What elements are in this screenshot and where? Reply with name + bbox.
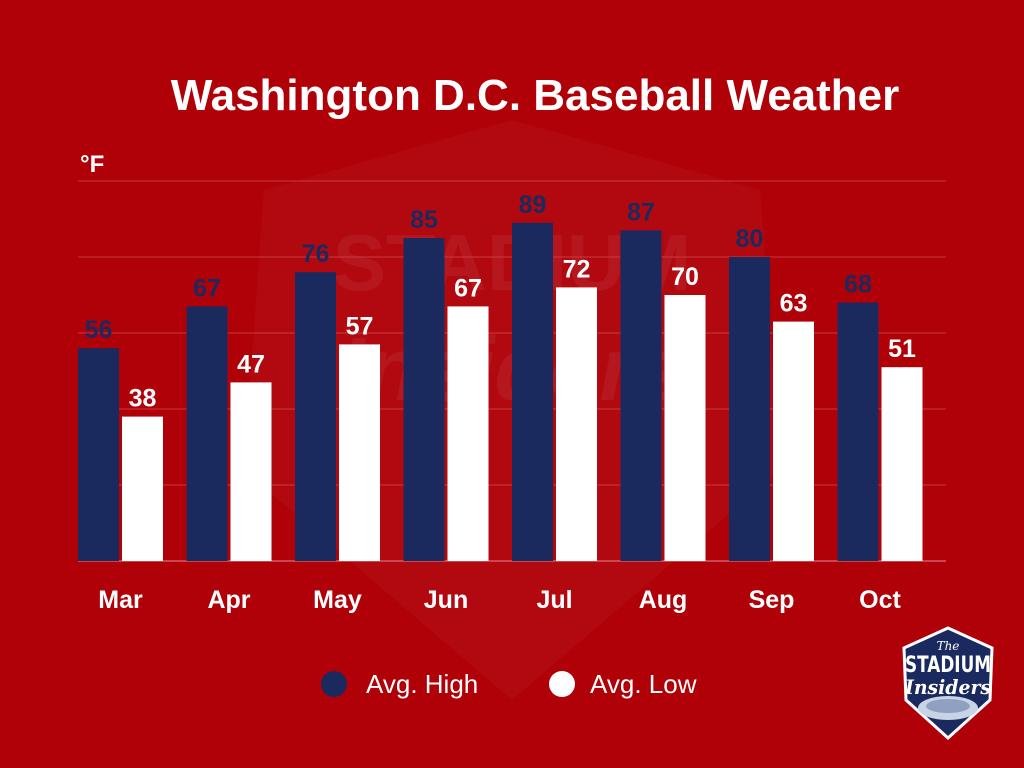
legend-swatch-avg-low bbox=[549, 671, 575, 697]
bar-avg-low-jul bbox=[556, 287, 597, 561]
legend-swatch-avg-high bbox=[321, 671, 347, 697]
bar-avg-high-oct bbox=[837, 302, 879, 561]
data-label-avg-high-may: 76 bbox=[302, 240, 330, 268]
data-label-avg-high-oct: 68 bbox=[844, 271, 872, 299]
data-label-avg-high-aug: 87 bbox=[627, 198, 655, 226]
x-tick-jul: Jul bbox=[536, 586, 572, 614]
bar-avg-high-jul bbox=[512, 222, 553, 562]
bar-avg-low-aug bbox=[664, 295, 706, 561]
data-label-avg-low-oct: 51 bbox=[888, 335, 916, 363]
bar-avg-low-apr bbox=[230, 382, 272, 561]
chart-title: Washington D.C. Baseball Weather bbox=[171, 71, 900, 120]
logo-insiders: Insiders bbox=[904, 675, 991, 699]
bar-avg-high-apr bbox=[186, 306, 228, 561]
data-label-avg-low-aug: 70 bbox=[671, 263, 699, 291]
legend-label-avg-low: Avg. Low bbox=[590, 669, 697, 699]
data-label-avg-high-jun: 85 bbox=[410, 206, 438, 234]
bar-avg-high-sep bbox=[729, 257, 770, 561]
x-axis-ticks: Mar Apr May Jun Jul Aug Sep Oct bbox=[98, 586, 901, 614]
data-label-avg-high-mar: 56 bbox=[85, 316, 113, 344]
bar-avg-low-jun bbox=[447, 306, 489, 561]
data-label-avg-high-jul: 89 bbox=[519, 191, 547, 219]
data-labels: 56 38 67 47 76 57 85 67 89 72 87 70 80 63 68 51 bbox=[85, 191, 916, 413]
x-tick-oct: Oct bbox=[859, 586, 901, 614]
data-label-avg-low-apr: 47 bbox=[237, 350, 265, 378]
logo-stadium: STADIUM bbox=[905, 653, 991, 678]
legend: Avg. High Avg. Low bbox=[321, 669, 697, 699]
bars bbox=[78, 222, 923, 562]
data-label-avg-low-jul: 72 bbox=[563, 255, 591, 283]
y-axis-unit: °F bbox=[80, 151, 104, 178]
bar-avg-low-sep bbox=[773, 321, 814, 561]
x-tick-may: May bbox=[313, 586, 362, 614]
stadium-insiders-logo: The STADIUM Insiders bbox=[902, 626, 994, 741]
bar-avg-high-jun bbox=[403, 238, 445, 561]
bar-avg-low-oct bbox=[881, 367, 923, 561]
bar-avg-high-mar bbox=[78, 348, 119, 561]
data-label-avg-low-may: 57 bbox=[346, 312, 374, 340]
x-tick-mar: Mar bbox=[98, 586, 143, 614]
data-label-avg-low-jun: 67 bbox=[454, 274, 482, 302]
x-tick-jun: Jun bbox=[424, 586, 468, 614]
bar-avg-low-may bbox=[339, 344, 380, 561]
x-tick-aug: Aug bbox=[639, 586, 688, 614]
data-label-avg-low-mar: 38 bbox=[129, 385, 157, 413]
bar-avg-high-may bbox=[295, 272, 336, 561]
data-label-avg-high-apr: 67 bbox=[193, 274, 221, 302]
legend-label-avg-high: Avg. High bbox=[366, 669, 478, 699]
data-label-avg-high-sep: 80 bbox=[736, 225, 764, 253]
bar-avg-high-aug bbox=[620, 230, 662, 561]
x-tick-sep: Sep bbox=[749, 586, 795, 614]
logo-the: The bbox=[937, 639, 960, 653]
data-label-avg-low-sep: 63 bbox=[780, 290, 808, 318]
bar-avg-low-mar bbox=[122, 416, 163, 561]
x-tick-apr: Apr bbox=[207, 586, 250, 614]
